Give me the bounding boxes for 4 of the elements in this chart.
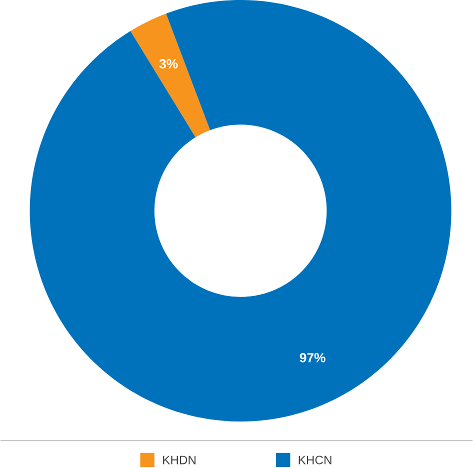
data-label: 3% — [159, 59, 178, 69]
legend-label: KHDN — [163, 456, 196, 464]
legend-label: KHCN — [298, 456, 332, 464]
data-label: 97% — [300, 353, 326, 363]
